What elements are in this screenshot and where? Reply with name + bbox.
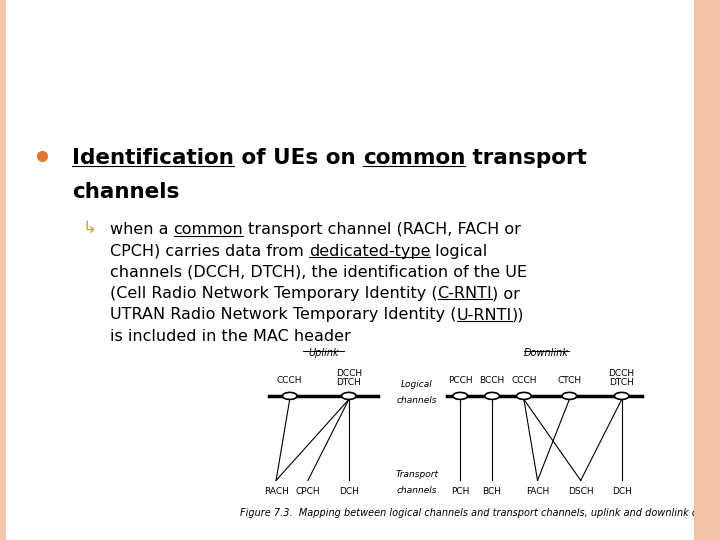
Text: dedicated-type: dedicated-type	[309, 244, 431, 259]
Text: CCCH: CCCH	[277, 376, 302, 384]
Text: channels: channels	[72, 182, 179, 202]
Text: Transport: Transport	[395, 470, 438, 479]
Text: CPCH: CPCH	[296, 487, 320, 496]
Text: DCH: DCH	[612, 487, 631, 496]
Text: common: common	[174, 222, 243, 238]
Text: FACH: FACH	[526, 487, 549, 496]
Text: C-RNTI: C-RNTI	[438, 286, 492, 301]
Text: common: common	[363, 148, 465, 168]
Text: )): ))	[512, 307, 524, 322]
Text: DTCH: DTCH	[336, 378, 361, 387]
Text: PCH: PCH	[451, 487, 469, 496]
Text: DCCH: DCCH	[336, 369, 362, 379]
Text: CTCH: CTCH	[557, 376, 582, 384]
Text: Logical: Logical	[401, 380, 433, 389]
Text: U-RNTI: U-RNTI	[456, 307, 512, 322]
Text: when a: when a	[110, 222, 174, 238]
Text: DCCH: DCCH	[608, 369, 635, 379]
Text: RACH: RACH	[264, 487, 289, 496]
Text: channels (DCCH, DTCH), the identification of the UE: channels (DCCH, DTCH), the identificatio…	[110, 265, 527, 280]
Text: Downlink: Downlink	[524, 348, 569, 358]
Ellipse shape	[282, 393, 297, 400]
Ellipse shape	[485, 393, 500, 400]
Text: PCCH: PCCH	[448, 376, 472, 384]
Text: channels: channels	[397, 396, 437, 405]
Text: ↳: ↳	[82, 218, 96, 237]
Text: ) or: ) or	[492, 286, 521, 301]
Ellipse shape	[562, 393, 577, 400]
Text: (Cell Radio Network Temporary Identity (: (Cell Radio Network Temporary Identity (	[110, 286, 438, 301]
Text: Uplink: Uplink	[308, 348, 339, 358]
Text: DTCH: DTCH	[609, 378, 634, 387]
Text: Figure 7.3.  Mapping between logical channels and transport channels, uplink and: Figure 7.3. Mapping between logical chan…	[240, 508, 720, 518]
Text: Identification: Identification	[72, 148, 234, 168]
Text: logical: logical	[431, 244, 487, 259]
Text: transport: transport	[465, 148, 588, 168]
Text: is included in the MAC header: is included in the MAC header	[110, 329, 351, 344]
Text: CPCH) carries data from: CPCH) carries data from	[110, 244, 309, 259]
Ellipse shape	[517, 393, 531, 400]
Ellipse shape	[614, 393, 629, 400]
Text: BCCH: BCCH	[480, 376, 505, 384]
Text: DCH: DCH	[339, 487, 359, 496]
Text: channels: channels	[397, 486, 437, 495]
Text: CCCH: CCCH	[511, 376, 536, 384]
Text: DSCH: DSCH	[568, 487, 593, 496]
Text: BCH: BCH	[482, 487, 502, 496]
Ellipse shape	[341, 393, 356, 400]
Text: transport channel (RACH, FACH or: transport channel (RACH, FACH or	[243, 222, 521, 238]
Ellipse shape	[453, 393, 467, 400]
Text: of UEs on: of UEs on	[234, 148, 363, 168]
Text: UTRAN Radio Network Temporary Identity (: UTRAN Radio Network Temporary Identity (	[110, 307, 456, 322]
